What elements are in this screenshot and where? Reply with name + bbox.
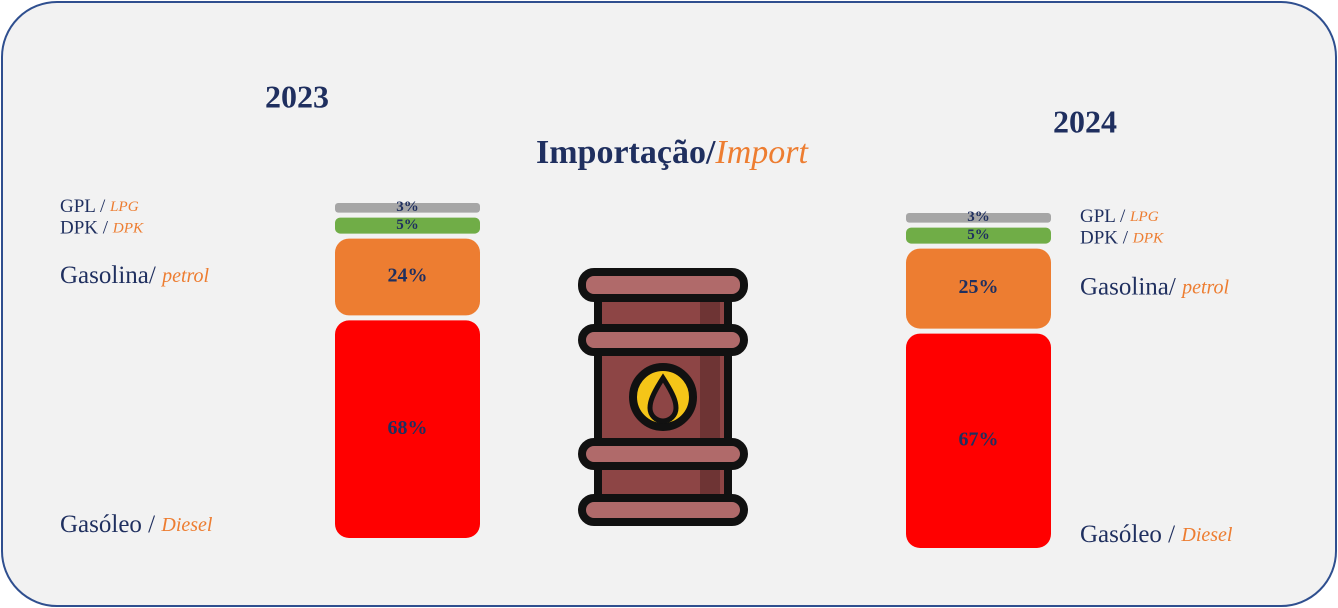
legend-english: Diesel (1180, 524, 1233, 546)
year-title: 2023 (265, 78, 329, 114)
main-title: Importação/Import (536, 134, 810, 171)
title-pt: Importação/ (536, 134, 716, 171)
legend-local: DPK / (60, 218, 109, 239)
legend-english: petrol (1180, 276, 1229, 298)
legend-english: LPG (109, 198, 139, 215)
bar-segment (335, 238, 480, 316)
legend-english: petrol (160, 265, 209, 287)
legend-local: Gasóleo / (1080, 521, 1175, 548)
legend-local: Gasolina/ (60, 262, 156, 289)
value-label: 25% (959, 276, 999, 298)
bar-segment (906, 248, 1051, 329)
bar-segment (335, 320, 480, 538)
legend-local: GPL / (1080, 206, 1126, 227)
value-label: 3% (396, 199, 419, 215)
bar-segment (906, 213, 1051, 223)
bar-segment (906, 227, 1051, 244)
legend-english: Diesel (160, 514, 213, 536)
year-title: 2024 (1053, 103, 1117, 139)
legend-label: Gasolina/ petrol (1080, 273, 1230, 300)
legend-local: GPL / (60, 196, 106, 217)
legend-local: Gasolina/ (1080, 273, 1176, 300)
legend-label: DPK / DPK (1080, 228, 1164, 249)
legend-label: GPL / LPG (1080, 206, 1159, 227)
legend-label: DPK / DPK (60, 218, 144, 239)
legend-english: DPK (112, 220, 144, 237)
barrel-icon (578, 268, 748, 526)
legend-local: DPK / (1080, 228, 1129, 249)
title-en: Import (714, 134, 809, 171)
legend-local: Gasóleo / (60, 511, 155, 538)
legend-english: LPG (1129, 208, 1159, 225)
legend-label: GPL / LPG (60, 196, 139, 217)
value-label: 5% (396, 217, 419, 233)
legend-label: Gasóleo / Diesel (1080, 521, 1233, 548)
value-label: 68% (388, 417, 428, 439)
value-label: 24% (388, 265, 428, 287)
bar-segment (906, 333, 1051, 548)
value-label: 67% (959, 428, 999, 450)
bar-segment (335, 217, 480, 234)
legend-label: Gasolina/ petrol (60, 262, 210, 289)
legend-english: DPK (1132, 230, 1164, 247)
legend-label: Gasóleo / Diesel (60, 511, 213, 538)
bar-segment (335, 203, 480, 213)
value-label: 5% (967, 227, 990, 243)
value-label: 3% (967, 209, 990, 225)
